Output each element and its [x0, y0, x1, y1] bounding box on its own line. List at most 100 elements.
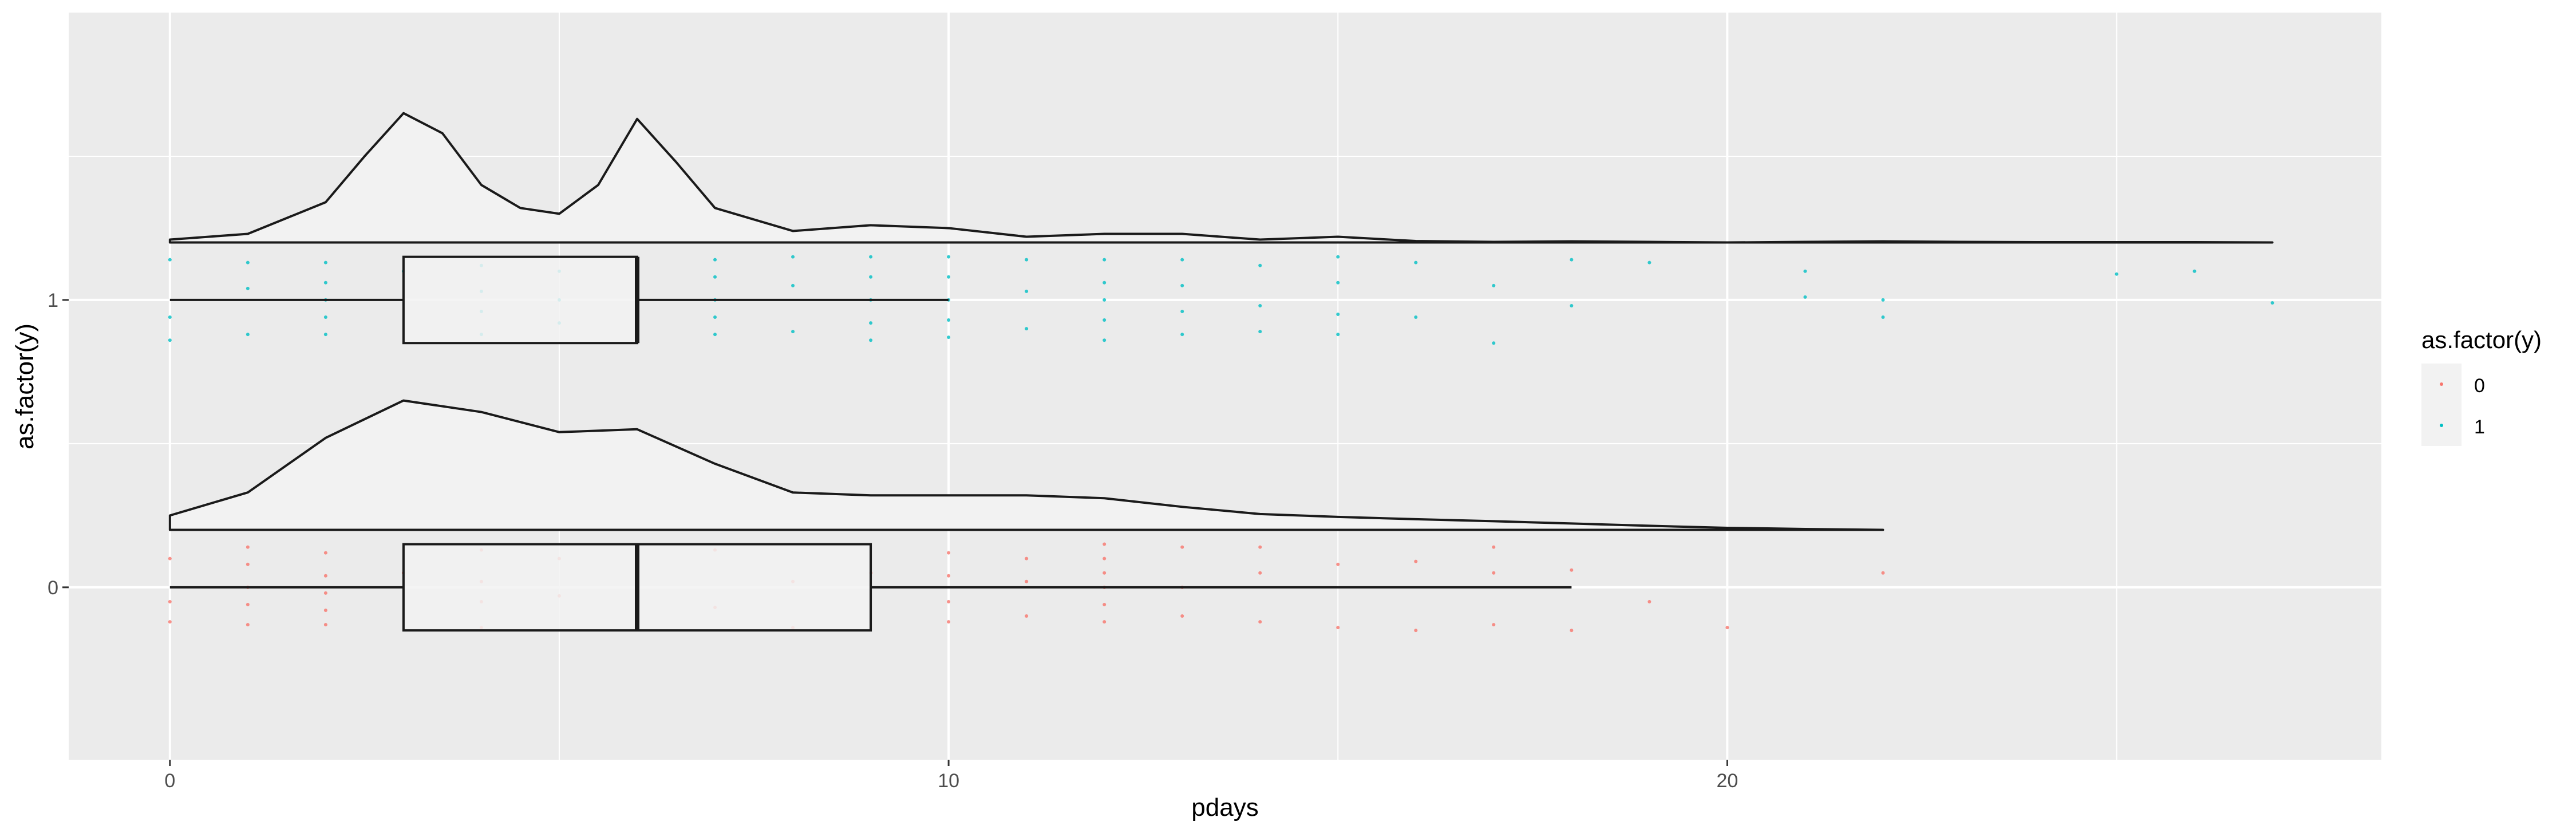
- data-point-0: [168, 599, 172, 603]
- data-point-1: [2192, 269, 2196, 273]
- data-point-0: [1570, 629, 1574, 633]
- data-point-1: [1180, 310, 1184, 313]
- data-point-1: [323, 260, 327, 264]
- data-point-1: [1492, 283, 1496, 287]
- data-point-0: [1103, 602, 1107, 606]
- data-point-0: [168, 556, 172, 560]
- data-point-0: [1180, 545, 1184, 549]
- data-point-0: [1336, 626, 1340, 630]
- data-point-1: [1414, 260, 1418, 264]
- data-point-1: [713, 333, 717, 337]
- x-tick-label: 0: [164, 770, 175, 792]
- data-point-1: [1025, 327, 1029, 331]
- data-point-0: [1881, 571, 1885, 575]
- data-point-1: [246, 333, 250, 337]
- data-point-1: [1336, 333, 1340, 337]
- legend-label: 1: [2474, 416, 2485, 438]
- data-point-1: [1258, 263, 1262, 267]
- data-point-1: [947, 255, 951, 259]
- data-point-0: [1103, 620, 1107, 624]
- data-point-0: [947, 574, 951, 578]
- data-point-0: [1258, 545, 1262, 549]
- data-point-1: [1180, 333, 1184, 337]
- x-tick-label: 10: [938, 770, 959, 792]
- legend: as.factor(y) 0 1: [2421, 326, 2542, 446]
- data-point-1: [1881, 298, 1885, 302]
- data-point-1: [1336, 281, 1340, 285]
- y-axis-title: as.factor(y): [11, 323, 39, 449]
- y-tick-label: 0: [48, 577, 58, 599]
- data-point-0: [1025, 614, 1029, 618]
- data-point-1: [1180, 283, 1184, 287]
- data-point-0: [246, 623, 250, 627]
- data-point-1: [1647, 260, 1652, 264]
- data-point-0: [1570, 568, 1574, 572]
- data-point-1: [713, 258, 717, 262]
- data-point-1: [1103, 318, 1107, 322]
- data-point-1: [1803, 295, 1807, 299]
- plot-panel: [69, 13, 2381, 760]
- y-axis: 01: [48, 290, 69, 599]
- data-point-0: [1492, 571, 1496, 575]
- data-point-1: [168, 315, 172, 319]
- data-point-1: [2115, 272, 2119, 276]
- data-point-0: [1414, 629, 1418, 633]
- data-point-1: [323, 281, 327, 285]
- data-point-1: [713, 275, 717, 279]
- data-point-1: [2270, 301, 2274, 305]
- data-point-0: [1025, 579, 1029, 583]
- data-point-1: [791, 283, 795, 287]
- data-point-0: [1258, 571, 1262, 575]
- legend-key-dot: [2440, 424, 2443, 427]
- legend-key-dot: [2440, 382, 2443, 386]
- data-point-0: [1414, 559, 1418, 563]
- violin-0: [168, 399, 1884, 531]
- data-point-0: [947, 620, 951, 624]
- data-point-1: [1103, 281, 1107, 285]
- legend-title: as.factor(y): [2421, 326, 2542, 353]
- data-point-0: [1180, 614, 1184, 618]
- data-point-1: [1025, 289, 1029, 293]
- data-point-1: [869, 338, 873, 342]
- violin-1: [168, 112, 2274, 244]
- data-point-1: [1881, 315, 1885, 319]
- data-point-0: [246, 562, 250, 566]
- data-point-1: [947, 275, 951, 279]
- data-point-1: [1570, 303, 1574, 307]
- data-point-0: [1025, 556, 1029, 560]
- data-point-1: [713, 315, 717, 319]
- data-point-1: [1103, 338, 1107, 342]
- x-axis: 0 10 20: [164, 760, 1738, 792]
- data-point-1: [869, 275, 873, 279]
- x-tick-label: 20: [1716, 770, 1738, 792]
- legend-label: 0: [2474, 375, 2485, 397]
- data-point-1: [1414, 315, 1418, 319]
- data-point-0: [246, 602, 250, 606]
- data-point-1: [246, 260, 250, 264]
- data-point-0: [323, 591, 327, 595]
- data-point-1: [791, 255, 795, 259]
- data-point-0: [323, 574, 327, 578]
- data-point-1: [1336, 255, 1340, 259]
- data-point-1: [791, 330, 795, 334]
- data-point-0: [1336, 562, 1340, 566]
- data-point-0: [1492, 623, 1496, 627]
- data-point-0: [1647, 599, 1652, 603]
- data-point-1: [168, 338, 172, 342]
- data-point-0: [947, 551, 951, 555]
- data-point-0: [1103, 571, 1107, 575]
- data-groups: [168, 112, 2274, 633]
- data-point-1: [1336, 313, 1340, 317]
- data-point-1: [168, 258, 172, 262]
- group-1: [168, 112, 2274, 345]
- group-0: [168, 399, 1885, 633]
- data-point-0: [1492, 545, 1496, 549]
- data-point-1: [246, 286, 250, 290]
- data-point-1: [1258, 330, 1262, 334]
- data-point-0: [323, 623, 327, 627]
- box-1: [402, 255, 638, 345]
- data-point-1: [947, 318, 951, 322]
- data-point-1: [323, 333, 327, 337]
- data-point-1: [1103, 258, 1107, 262]
